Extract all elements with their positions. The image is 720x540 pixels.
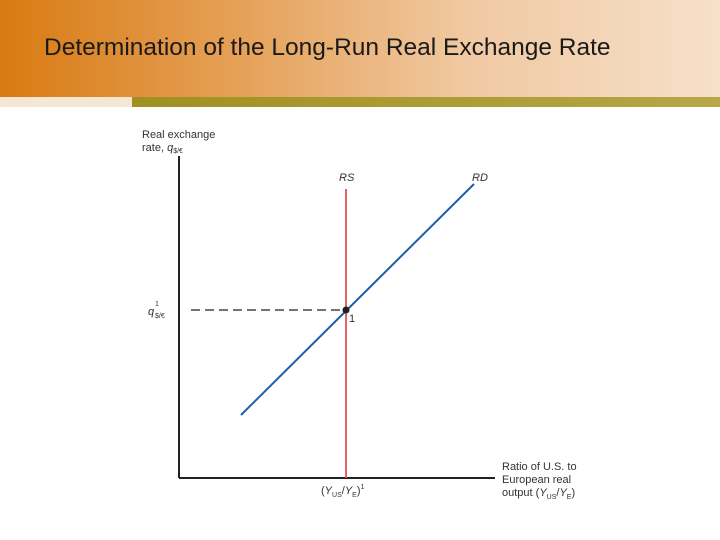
y-axis-label-var: q (167, 142, 174, 154)
y-axis-label-sub: $/€ (173, 148, 183, 155)
equilibrium-label: 1 (349, 313, 355, 325)
equilibrium-point (342, 306, 350, 314)
x1-label: (YUS/YE)1 (321, 484, 365, 499)
q1-var: q (148, 306, 155, 318)
header-accent-bar (132, 97, 720, 107)
x-axis-label-sub1: US (547, 494, 557, 501)
rs-label: RS (339, 172, 355, 184)
x-axis-label-sub2: E (567, 494, 572, 501)
slide-title: Determination of the Long-Run Real Excha… (44, 34, 611, 61)
x1-y1: Y (325, 485, 333, 497)
x1-y2: Y (345, 485, 353, 497)
x1-sub1: US (332, 492, 342, 499)
y-axis-label-line1: Real exchange (142, 129, 215, 141)
rd-label: RD (472, 172, 488, 184)
x1-sup: 1 (361, 484, 365, 491)
x-axis-label-slash: / (556, 487, 560, 499)
x-axis-label-line3: output (YUS/YE) (502, 487, 575, 501)
header-side-strip (0, 97, 132, 107)
x-axis-label-line2: European real (502, 474, 571, 486)
x-axis-label-prefix: output ( (502, 487, 540, 499)
x1-slash: / (342, 485, 346, 497)
q1-label: q1 $/€ (148, 301, 165, 320)
x-axis-label-line1: Ratio of U.S. to (502, 461, 577, 473)
y-axis-label-line2: rate, q$/€ (142, 142, 183, 155)
x-axis-label-y2: Y (559, 487, 567, 499)
rd-curve (240, 183, 475, 416)
x-axis-label-y1: Y (539, 487, 547, 499)
q1-sup: 1 (155, 301, 159, 308)
x1-sub2: E (352, 492, 357, 499)
q1-sub: $/€ (155, 313, 165, 320)
x1-close: ) (357, 485, 361, 497)
y-axis-label-prefix: rate, (142, 142, 167, 154)
slide-header (0, 0, 720, 97)
x-axis-label-close: ) (571, 487, 575, 499)
x1-open: ( (321, 485, 325, 497)
